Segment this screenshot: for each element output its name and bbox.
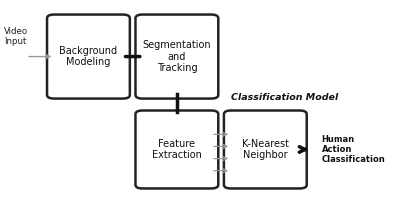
Text: Feature
Extraction: Feature Extraction [152, 139, 201, 160]
Text: Human
Action
Classification: Human Action Classification [321, 135, 385, 164]
FancyBboxPatch shape [135, 110, 218, 188]
FancyBboxPatch shape [47, 15, 130, 99]
FancyBboxPatch shape [223, 110, 306, 188]
FancyBboxPatch shape [135, 15, 218, 99]
Text: K-Nearest
Neighbor: K-Nearest Neighbor [241, 139, 288, 160]
Text: Background
Modeling: Background Modeling [59, 46, 117, 67]
Text: Classification Model: Classification Model [231, 93, 338, 102]
Text: Video
Input: Video Input [4, 27, 28, 46]
Text: Segmentation
and
Tracking: Segmentation and Tracking [142, 40, 211, 73]
